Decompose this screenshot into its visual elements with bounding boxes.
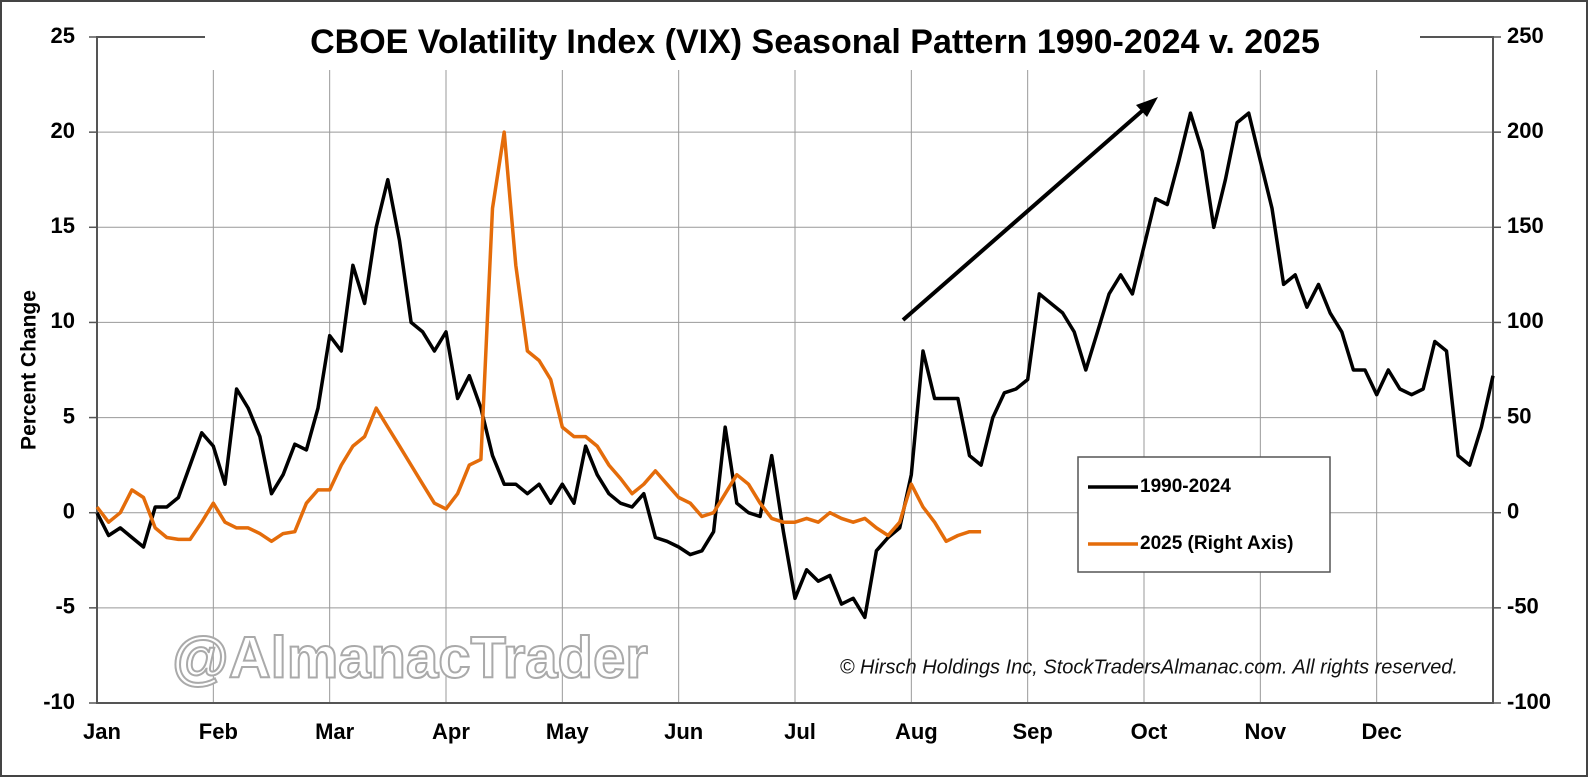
- y2-tick-label: -50: [1507, 594, 1539, 619]
- y2-tick-label: 250: [1507, 23, 1544, 48]
- watermark: @AlmanacTrader: [172, 625, 648, 690]
- y-tick-label: 20: [51, 118, 75, 143]
- x-tick-label: Nov: [1245, 719, 1287, 744]
- trend-arrow: [901, 102, 1152, 322]
- legend: [1077, 456, 1331, 573]
- y2-tick-label: 150: [1507, 213, 1544, 238]
- x-tick-label: May: [546, 719, 590, 744]
- x-tick-label: Jun: [664, 719, 703, 744]
- y-tick-label: -10: [43, 689, 75, 714]
- x-tick-label: Aug: [895, 719, 938, 744]
- legend-label: 1990-2024: [1140, 476, 1231, 497]
- series-line: [95, 111, 1495, 620]
- y-tick-label: -5: [55, 594, 75, 619]
- x-tick-label: Feb: [199, 719, 238, 744]
- copyright: © Hirsch Holdings Inc, StockTradersAlman…: [840, 656, 1458, 678]
- y-tick-label: 15: [51, 213, 75, 238]
- legend-label: 2025 (Right Axis): [1140, 533, 1293, 554]
- y-tick-label: 5: [63, 403, 75, 428]
- y-tick-label: 0: [63, 499, 75, 524]
- y-tick-label: 10: [51, 308, 75, 333]
- y2-tick-label: 0: [1507, 499, 1519, 524]
- lines: [95, 111, 1495, 620]
- x-tick-label: Dec: [1361, 719, 1401, 744]
- chart-title: CBOE Volatility Index (VIX) Seasonal Pat…: [310, 23, 1320, 61]
- arrow-head: [1136, 97, 1158, 117]
- y-axis-label: Percent Change: [18, 290, 41, 450]
- x-tick-label: Apr: [432, 719, 470, 744]
- y2-tick-label: -100: [1507, 689, 1551, 714]
- x-tick-label: Sep: [1012, 719, 1052, 744]
- x-tick-label: Oct: [1131, 719, 1168, 744]
- x-tick-label: Mar: [315, 719, 355, 744]
- x-tick-label: Jan: [83, 719, 121, 744]
- x-tick-label: Jul: [784, 719, 816, 744]
- y2-tick-label: 200: [1507, 118, 1544, 143]
- y2-tick-label: 50: [1507, 403, 1531, 428]
- y2-tick-label: 100: [1507, 308, 1544, 333]
- series-line: [95, 130, 982, 544]
- y-tick-label: 25: [51, 23, 75, 48]
- title-background: [205, 18, 1420, 70]
